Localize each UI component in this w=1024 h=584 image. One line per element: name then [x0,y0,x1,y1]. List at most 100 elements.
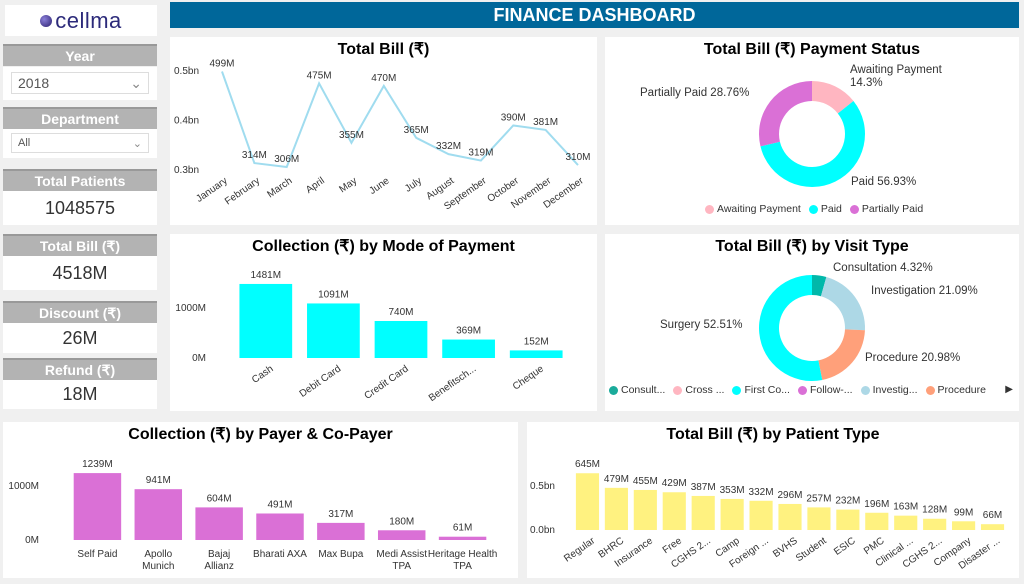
mode-of-payment-bar-chart: Collection (₹) by Mode of Payment 0M 1000M… [170,234,597,411]
x-tick-label: Student [794,535,829,564]
data-label: 180M [389,516,414,527]
chevron-down-icon: ⌄ [132,137,142,150]
chart-title: Collection (₹) by Payer & Co-Payer [128,426,393,443]
data-label: 645M [575,459,600,470]
kpi-label-discount: Discount (₹) [3,301,157,323]
kpi-value-refund: 18M [3,380,157,409]
legend-item[interactable]: Awaiting Payment [705,203,801,215]
data-label: 479M [604,474,629,485]
legend-label: Consult... [621,384,666,396]
legend-item[interactable]: Paid [808,203,842,215]
slice-label: Procedure 20.98% [865,352,961,364]
y-tick-label: 1000M [8,481,39,492]
y-tick-label: 0M [192,353,206,364]
chart-title: Total Bill (₹) [337,41,430,58]
bar [239,283,293,358]
department-label: Department [3,107,157,129]
bar [195,507,243,540]
slice-label: Investigation 21.09% [871,285,978,297]
y-tick-label: 0.3bn [174,165,199,176]
x-tick-label: Self Paid [77,549,117,560]
y-tick-label: 0M [25,535,39,546]
data-label: 314M [242,150,267,161]
payment-status-donut-chart: Total Bill (₹) Payment Status Awaiting Pa… [605,37,1019,225]
legend-label: Procedure [937,384,986,396]
bar [952,521,976,530]
bar [633,489,657,530]
data-label: 1091M [318,289,349,300]
legend-swatch-icon [849,204,859,214]
legend-item[interactable]: First Co... [732,384,790,396]
bar [317,522,365,540]
data-label: 470M [371,73,396,84]
bar [662,492,686,530]
data-label: 941M [146,475,171,486]
data-label: 332M [436,141,461,152]
legend-next-arrow-icon[interactable]: ▶ [1005,384,1013,395]
total-bill-line-chart: Total Bill (₹) 0.3bn 0.4bn 0.5bn 499M January… [170,37,597,225]
chart-title: Total Bill (₹) Payment Status [703,41,921,58]
legend-item[interactable]: Procedure [925,384,986,396]
legend-item[interactable]: Consult... [609,384,665,396]
data-label: 61M [453,523,472,534]
data-label: 369M [456,326,481,337]
y-tick-label: 0.0bn [530,525,555,536]
x-tick-label: Regular [562,535,598,564]
legend-item[interactable]: Investig... [860,384,918,396]
data-label: 499M [209,58,234,69]
data-label: 365M [404,125,429,136]
legend-label: Paid [820,203,842,215]
x-tick-label: Medi Assist TPA [376,549,427,572]
x-tick-label: Cash [250,363,275,385]
bar [374,321,428,358]
legend-item[interactable]: Cross ... [673,384,724,396]
data-label: 317M [328,509,353,520]
slice-label: Consultation 4.32% [833,262,933,274]
data-label: 353M [720,485,745,496]
bar [980,524,1005,530]
page-title: FINANCE DASHBOARD [170,2,1019,28]
legend-item[interactable]: Follow-... [797,384,853,396]
legend-item[interactable]: Partially Paid [849,203,924,215]
data-label: 455M [633,476,658,487]
donut-slice [759,81,812,147]
x-tick-label: Bharati AXA [253,549,307,560]
year-dropdown[interactable]: 2018 ⌄ [11,72,149,94]
data-label: 163M [893,502,918,513]
bar [836,509,860,530]
legend: Consult... Cross ... First Co... Follow-...… [609,384,986,396]
bar [256,513,304,540]
department-dropdown[interactable]: All ⌄ [11,133,149,153]
department-value: All [18,137,31,149]
series-line [221,71,579,169]
data-label: 740M [388,307,413,318]
logo-text: cellma [55,7,122,33]
x-tick-label: ESIC [832,535,857,557]
data-label: 1481M [251,270,282,281]
data-label: 232M [835,496,860,507]
donut-slice [759,275,823,381]
logo-mark-icon [40,14,53,27]
y-tick-label: 1000M [175,303,206,314]
year-value: 2018 [18,75,50,91]
y-tick-label: 0.4bn [174,116,199,127]
data-label: 604M [207,493,232,504]
donut-slice [818,329,865,381]
data-label: 310M [565,152,590,163]
legend-label: Cross ... [685,384,725,396]
kpi-label-total-bill: Total Bill (₹) [3,234,157,256]
kpi-label-refund: Refund (₹) [3,358,157,380]
slice-label: Paid 56.93% [851,176,917,188]
bar [923,518,947,530]
x-tick-label: March [265,175,294,200]
chart-title: Collection (₹) by Mode of Payment [252,238,515,255]
chart-title: Total Bill (₹) by Patient Type [666,426,880,443]
data-label: 429M [662,478,687,489]
data-label: 296M [777,490,802,501]
legend-label: Follow-... [809,384,853,396]
patient-type-bar-chart: Total Bill (₹) by Patient Type 0.0bn 0.5bn… [527,422,1019,578]
x-tick-label: Bajaj Allianz [204,549,233,572]
legend-swatch-icon [732,385,742,395]
x-tick-label: Debit Card [298,363,343,399]
legend-label: Partially Paid [861,203,924,215]
